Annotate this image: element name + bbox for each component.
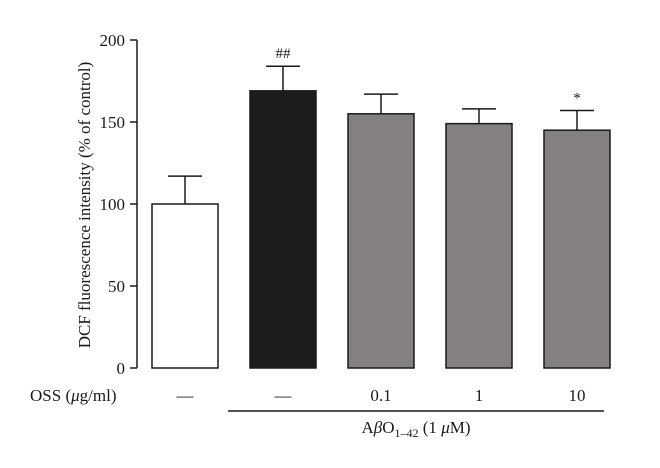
bar-2 <box>347 113 415 369</box>
x-tick-labels: — — 0.1 1 10 <box>176 386 586 405</box>
bar-4 <box>543 129 611 369</box>
group-conc-greek: μ <box>440 418 450 437</box>
oss-unit-greek: μ <box>70 386 80 405</box>
group-letter: O <box>382 418 394 437</box>
bar-3 <box>445 122 513 369</box>
annotation-1: ## <box>276 46 292 62</box>
bars <box>151 90 611 369</box>
significance-annotations: ## * <box>276 46 581 106</box>
x-tick-label-3: 1 <box>475 386 484 405</box>
x-tick-label-2: 0.1 <box>370 386 391 405</box>
oss-unit-rest: g/ml <box>80 386 111 405</box>
y-tick-label-1: 50 <box>108 277 125 296</box>
oss-row-label: OSS (μg/ml) <box>30 386 117 405</box>
oss-row-name: OSS <box>30 386 61 405</box>
x-tick-label-4: 10 <box>569 386 586 405</box>
group-conc-open: (1 <box>419 418 442 437</box>
y-axis: 0 50 100 150 200 <box>100 31 138 378</box>
y-tick-label-0: 0 <box>117 359 126 378</box>
group-subscript: 1–42 <box>395 426 419 440</box>
y-tick-label-2: 100 <box>100 195 126 214</box>
x-tick-label-1: — <box>274 386 293 405</box>
abeta-group-label: AβO1–42 (1 μM) <box>361 418 470 440</box>
group-prefix: A <box>361 418 374 437</box>
group-conc-close: M) <box>450 418 471 437</box>
bar-1 <box>249 90 317 369</box>
bar-0 <box>151 203 219 369</box>
y-tick-label-4: 200 <box>100 31 126 50</box>
y-tick-label-3: 150 <box>100 113 126 132</box>
error-bars <box>168 65 594 204</box>
y-axis-label: DCF fluorescence intensity (% of control… <box>75 62 94 349</box>
x-tick-label-0: — <box>176 386 195 405</box>
annotation-4: * <box>573 91 581 107</box>
group-greek: β <box>373 418 383 437</box>
